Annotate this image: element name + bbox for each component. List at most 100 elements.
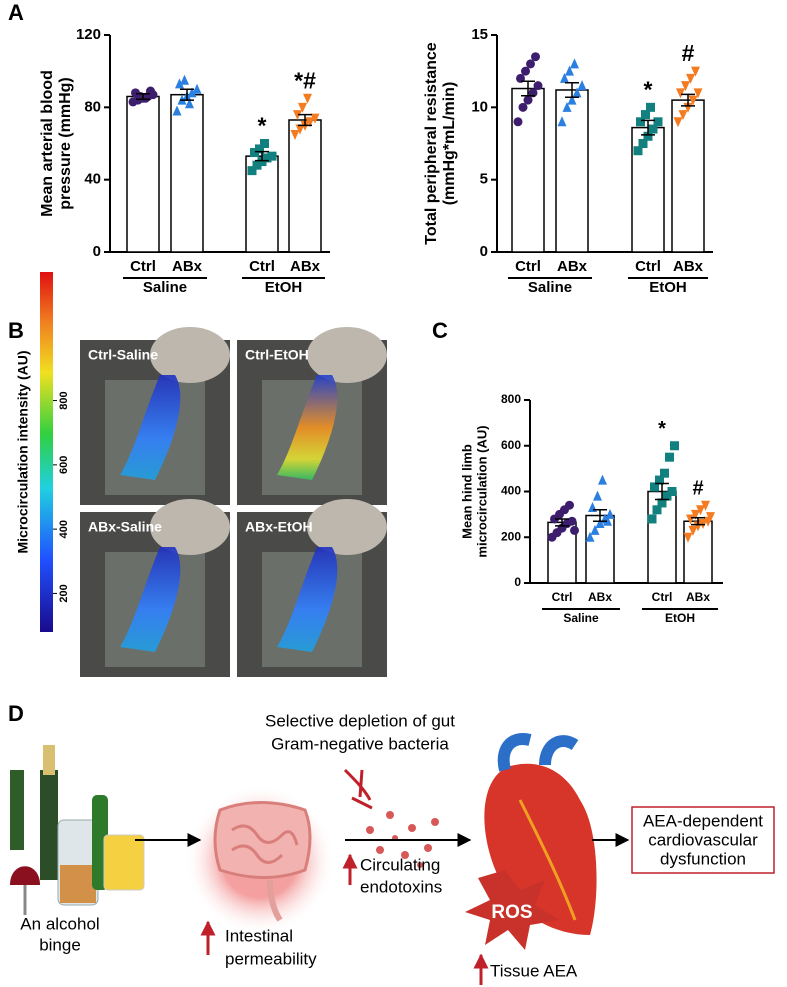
data-point xyxy=(701,500,710,511)
x-tick-label: ABx xyxy=(588,590,612,604)
error-bar xyxy=(681,93,695,107)
group-label: Saline xyxy=(528,279,572,296)
data-point xyxy=(577,80,587,91)
data-point xyxy=(560,72,569,83)
image-cone xyxy=(150,499,230,555)
data-point xyxy=(660,468,669,478)
diagram-text: AEA-dependent xyxy=(643,811,763,830)
data-point xyxy=(655,475,664,485)
error-bar xyxy=(555,518,569,527)
image-cone xyxy=(150,327,230,383)
diagram-text: Gram-negative bacteria xyxy=(271,734,449,753)
data-point xyxy=(595,518,605,529)
x-tick-label: ABx xyxy=(290,258,321,275)
data-point xyxy=(290,129,300,140)
data-point xyxy=(665,452,674,462)
data-point xyxy=(585,531,595,542)
data-point xyxy=(691,509,700,520)
data-point xyxy=(683,532,693,543)
bar xyxy=(511,87,545,253)
bar xyxy=(126,95,160,253)
data-point xyxy=(650,482,659,492)
data-point xyxy=(172,105,182,116)
data-point xyxy=(678,110,688,121)
data-point xyxy=(180,74,189,85)
data-point xyxy=(570,58,579,69)
data-point xyxy=(673,117,683,128)
data-point xyxy=(696,505,705,516)
y-tick-label: 120 xyxy=(76,26,101,43)
y-tick-label: 10 xyxy=(471,98,488,115)
x-tick-label: Ctrl xyxy=(635,258,661,275)
data-point xyxy=(250,148,259,158)
significance-label: * xyxy=(658,418,666,440)
data-point xyxy=(570,525,579,535)
y-tick-label: 0 xyxy=(93,243,101,260)
data-point xyxy=(175,78,184,89)
data-point xyxy=(593,490,602,501)
data-point xyxy=(257,157,267,167)
data-point xyxy=(293,110,302,121)
y-tick-label: 80 xyxy=(84,98,101,115)
x-tick-label: Ctrl xyxy=(130,258,156,275)
diagram-text: permeability xyxy=(225,949,317,968)
y-tick-label: 800 xyxy=(501,392,521,406)
data-point xyxy=(693,521,703,532)
error-bar xyxy=(298,113,312,127)
data-point xyxy=(252,160,262,170)
data-point xyxy=(533,81,543,91)
error-bar xyxy=(691,517,705,526)
significance-label: * xyxy=(644,76,653,102)
x-tick-label: Ctrl xyxy=(515,258,541,275)
error-bar xyxy=(180,88,194,101)
foot xyxy=(277,547,338,652)
data-point xyxy=(565,65,574,76)
panel-label: A xyxy=(8,0,24,25)
significance-label: # xyxy=(682,40,695,66)
data-point xyxy=(295,124,305,135)
data-point xyxy=(590,524,600,535)
data-point xyxy=(267,151,277,161)
x-tick-label: Ctrl xyxy=(249,258,275,275)
data-point xyxy=(523,95,533,105)
diagram-text: dysfunction xyxy=(660,849,746,868)
bar xyxy=(245,155,279,253)
data-point xyxy=(260,139,269,148)
data-point xyxy=(688,525,698,536)
data-point xyxy=(185,98,194,109)
data-point xyxy=(662,491,672,501)
group-label: EtOH xyxy=(665,611,695,625)
data-point xyxy=(567,516,577,526)
data-point xyxy=(691,66,700,77)
data-point xyxy=(518,102,528,112)
y-tick-label: 400 xyxy=(501,484,521,498)
error-bar xyxy=(255,150,269,162)
data-point xyxy=(255,144,264,154)
x-tick-label: ABx xyxy=(686,590,710,604)
x-tick-label: ABx xyxy=(557,258,588,275)
bar xyxy=(170,93,204,253)
colorbar xyxy=(40,272,53,632)
error-bar xyxy=(521,80,535,97)
foot xyxy=(120,547,181,652)
data-point xyxy=(305,117,315,128)
image-cone xyxy=(307,499,387,555)
data-point xyxy=(646,102,655,112)
diagram-text: Circulating xyxy=(360,855,440,874)
y-axis-label: Mean hind limb xyxy=(459,444,474,539)
data-point xyxy=(686,514,695,525)
group-label: Saline xyxy=(563,611,599,625)
x-tick-label: Ctrl xyxy=(652,590,673,604)
bar xyxy=(683,520,713,584)
panel-label: D xyxy=(8,701,24,726)
data-point xyxy=(567,94,577,105)
data-point xyxy=(643,131,653,141)
data-point xyxy=(688,95,698,106)
y-axis-label: Total peripheral resistance xyxy=(423,42,440,245)
data-point xyxy=(670,441,679,451)
y-tick-label: 40 xyxy=(84,171,101,188)
bar xyxy=(288,119,322,253)
data-point xyxy=(262,153,272,163)
data-point xyxy=(526,59,535,69)
